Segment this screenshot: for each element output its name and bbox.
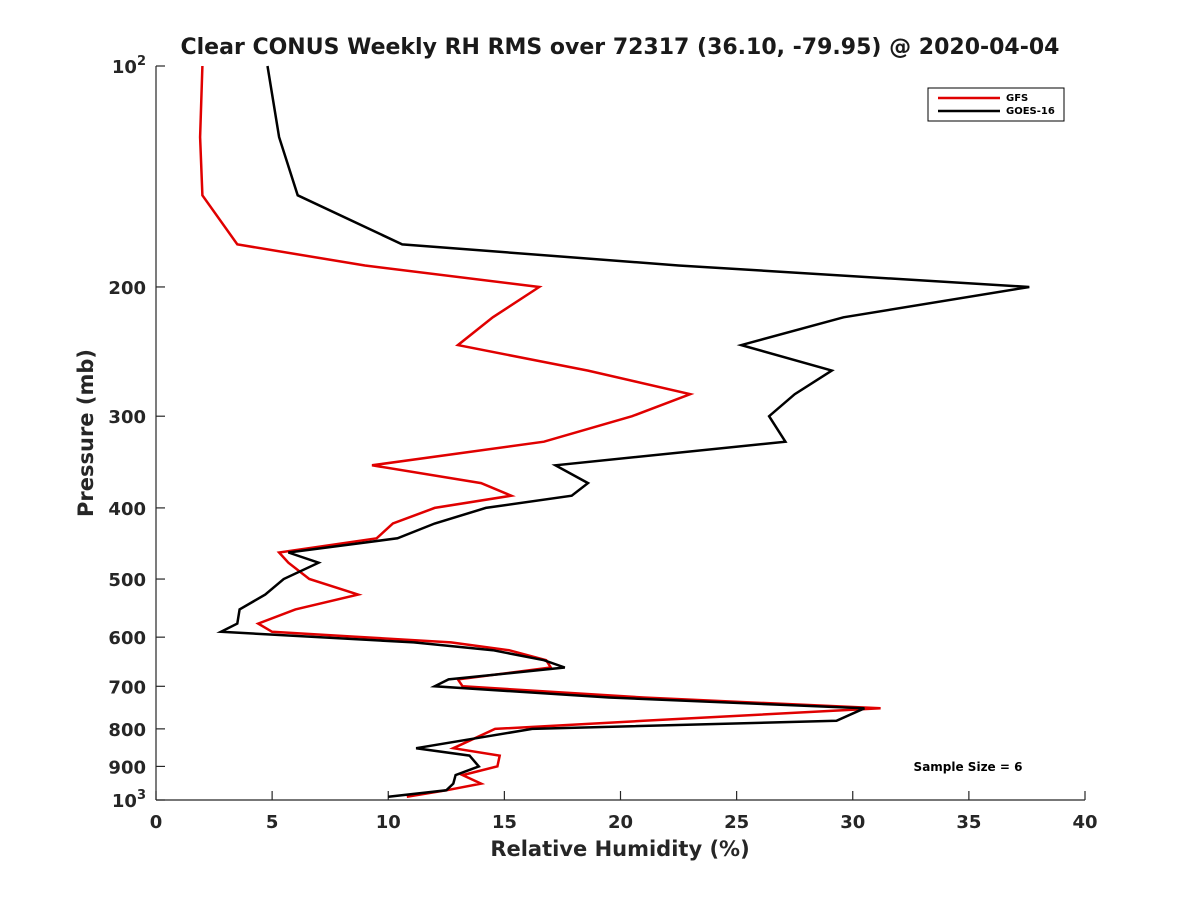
x-axis-label: Relative Humidity (%) bbox=[490, 837, 749, 861]
y-tick-label: 200 bbox=[108, 278, 146, 299]
x-tick-label: 15 bbox=[492, 812, 517, 833]
axes-layer: 0 5 10 15 20 25 30 35 40 102 200 300 400 500 600 700 800… bbox=[108, 54, 1097, 833]
y-tick-label: 300 bbox=[108, 407, 146, 428]
legend-box bbox=[927, 87, 1065, 122]
y-tick-label: 700 bbox=[108, 677, 146, 698]
y-tick-label: 800 bbox=[108, 720, 146, 741]
y-tick-label: 102 bbox=[112, 54, 146, 78]
series-layer bbox=[198, 65, 1030, 799]
y-tick-label: 103 bbox=[112, 788, 146, 812]
legend: GFS GOES-16 bbox=[927, 87, 1065, 122]
x-tick-label: 30 bbox=[840, 812, 865, 833]
chart-title: Clear CONUS Weekly RH RMS over 72317 (36… bbox=[181, 35, 1060, 60]
series-line-goes-16 bbox=[216, 65, 1030, 799]
y-axis-label: Pressure (mb) bbox=[74, 349, 98, 517]
legend-label-gfs: GFS bbox=[1006, 93, 1028, 104]
x-tick-label: 10 bbox=[376, 812, 401, 833]
x-tick-label: 35 bbox=[956, 812, 981, 833]
x-tick-label: 25 bbox=[724, 812, 749, 833]
y-tick-label: 400 bbox=[108, 499, 146, 520]
series-line-gfs bbox=[198, 65, 881, 799]
y-tick-label: 900 bbox=[108, 757, 146, 778]
x-tick-label: 20 bbox=[608, 812, 633, 833]
y-tick-label: 600 bbox=[108, 628, 146, 649]
legend-label-goes16: GOES-16 bbox=[1006, 106, 1055, 117]
x-tick-label: 0 bbox=[150, 812, 163, 833]
y-tick-label: 500 bbox=[108, 570, 146, 591]
x-tick-label: 40 bbox=[1072, 812, 1097, 833]
sample-size-annotation: Sample Size = 6 bbox=[914, 760, 1023, 774]
x-tick-label: 5 bbox=[266, 812, 279, 833]
